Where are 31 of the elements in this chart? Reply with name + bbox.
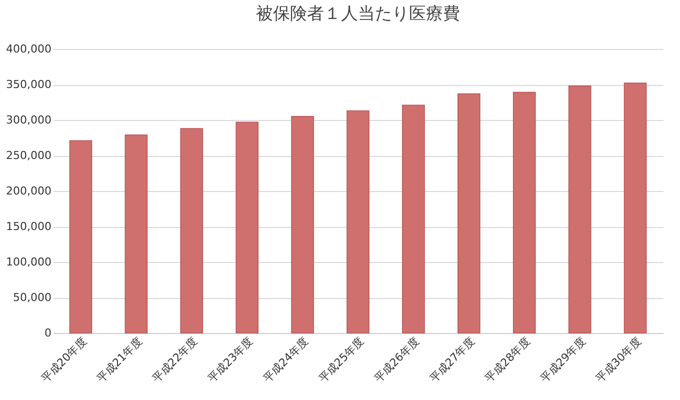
bar [624, 82, 647, 334]
y-tick-label: 350,000 [6, 78, 52, 91]
x-tick-label: 平成22年度 [150, 334, 200, 385]
y-tick-label: 250,000 [6, 149, 52, 162]
x-tick-label: 平成29年度 [538, 334, 588, 385]
x-tick-label: 平成27年度 [427, 334, 478, 385]
bar [568, 86, 592, 334]
x-tick-label: 平成28年度 [482, 334, 533, 385]
bar [291, 116, 314, 334]
x-tick-label: 平成24年度 [260, 334, 312, 385]
y-tick-label: 200,000 [6, 184, 52, 198]
bar [402, 104, 425, 334]
bar [180, 128, 204, 334]
x-tick-label: 平成23年度 [205, 334, 256, 385]
chart-title: 被保険者１人当たり医療費 [256, 4, 460, 24]
y-tick-label: 100,000 [6, 256, 52, 268]
x-tick-label: 平成21年度 [94, 334, 145, 385]
bar [69, 140, 92, 334]
bar [512, 92, 536, 334]
y-tick-label: 0 [44, 326, 52, 340]
y-tick-label: 300,000 [6, 114, 52, 126]
bar [458, 93, 480, 334]
x-tick-label: 平成25年度 [316, 334, 366, 385]
x-tick-label: 平成26年度 [372, 334, 422, 385]
x-tick-label: 平成30年度 [594, 334, 644, 385]
bar [346, 110, 370, 334]
y-tick-label: 150,000 [6, 220, 52, 233]
bar [124, 134, 148, 334]
y-tick-label: 400,000 [6, 42, 52, 56]
bar [236, 122, 258, 334]
y-tick-label: 50,000 [13, 291, 52, 304]
